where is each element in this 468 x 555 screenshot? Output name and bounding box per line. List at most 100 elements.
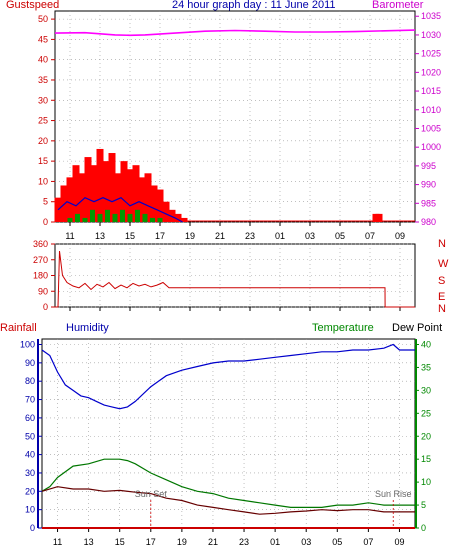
barometer-y-label: 1005	[421, 123, 441, 133]
compass-label: W	[438, 258, 449, 270]
humidity-y-label: 90	[25, 358, 35, 368]
dew-point-line	[41, 486, 415, 515]
gust-bar	[54, 197, 62, 222]
x-tick-label: 07	[363, 537, 373, 547]
gust-y-label: 5	[43, 197, 48, 207]
humidity-y-label: 60	[25, 413, 35, 423]
temperature-y-label: 35	[421, 362, 431, 372]
barometer-y-label: 1015	[421, 86, 441, 96]
gust-y-label: 30	[38, 95, 48, 105]
gustspeed-label: Gustspeed	[6, 0, 60, 11]
x-tick-label: 03	[305, 231, 315, 241]
humidity-y-label: 40	[25, 450, 35, 460]
humidity-y-label: 30	[25, 468, 35, 478]
chart-title: 24 hour graph day : 11 June 2011	[172, 0, 336, 11]
temperature-y-label: 20	[421, 431, 431, 441]
gust-bar	[72, 165, 80, 222]
rainfall-label: Rainfall	[0, 322, 37, 334]
direction-y-label: 0	[43, 302, 48, 312]
x-tick-label: 09	[395, 231, 405, 241]
wind-min-bar	[67, 217, 73, 222]
gust-y-label: 15	[38, 156, 48, 166]
humidity-y-label: 10	[25, 505, 35, 515]
x-tick-label: 13	[95, 231, 105, 241]
x-tick-label: 05	[335, 231, 345, 241]
wind-min-bar	[105, 209, 110, 222]
barometer-y-label: 985	[421, 198, 436, 208]
x-tick-label: 23	[245, 231, 255, 241]
x-tick-label: 19	[185, 231, 195, 241]
humidity-y-label: 70	[25, 395, 35, 405]
humidity-y-label: 100	[20, 340, 35, 350]
x-tick-label: 05	[332, 537, 342, 547]
x-tick-label: 21	[215, 231, 225, 241]
gust-bar	[96, 148, 104, 222]
chart-header: Gustspeed 24 hour graph day : 11 June 20…	[0, 0, 468, 12]
temperature-y-label: 15	[421, 454, 431, 464]
direction-y-label: 270	[33, 255, 48, 265]
humidity-panel	[41, 338, 416, 529]
humidity-y-label: 80	[25, 376, 35, 386]
wind-min-bar	[75, 213, 80, 222]
gust-y-label: 10	[38, 176, 48, 186]
temperature-y-label: 5	[421, 500, 426, 510]
x-tick-label: 01	[275, 231, 285, 241]
x-tick-label: 17	[155, 231, 165, 241]
wind-min-bar	[157, 217, 163, 222]
gust-bar	[132, 165, 140, 222]
x-tick-label: 07	[365, 231, 375, 241]
barometer-y-label: 1010	[421, 105, 441, 115]
gust-bar	[78, 173, 86, 222]
barometer-y-label: 1020	[421, 67, 441, 77]
gust-y-label: 45	[38, 34, 48, 44]
x-tick-label: 09	[394, 537, 404, 547]
gust-y-label: 50	[38, 14, 48, 24]
wind-min-bar	[82, 217, 88, 222]
dewpoint-label: Dew Point	[392, 322, 442, 334]
x-tick-label: 17	[146, 537, 156, 547]
wind-min-bar	[97, 213, 103, 222]
direction-line	[55, 250, 415, 308]
compass-label: S	[438, 275, 445, 287]
humidity-y-label: 0	[30, 523, 35, 533]
x-tick-label: 03	[301, 537, 311, 547]
x-tick-label: 11	[53, 537, 62, 547]
gust-y-label: 25	[38, 116, 48, 126]
temperature-y-label: 30	[421, 385, 431, 395]
x-tick-label: 21	[208, 537, 218, 547]
sun-annotation: Sun Rise	[375, 489, 412, 499]
x-tick-label: 15	[115, 537, 125, 547]
gust-y-label: 0	[43, 217, 48, 227]
gust-bar	[90, 165, 98, 222]
direction-y-label: 360	[33, 239, 48, 249]
gust-bar	[108, 153, 116, 222]
gust-bar	[180, 217, 188, 222]
gust-bar	[120, 161, 128, 222]
wind-min-bar	[120, 209, 125, 222]
x-tick-label: 23	[239, 537, 249, 547]
temperature-line	[41, 458, 415, 508]
gust-bar	[150, 185, 158, 222]
gust-bar	[174, 213, 182, 222]
gust-bar	[162, 201, 170, 222]
x-tick-label: 13	[84, 537, 94, 547]
direction-y-label: 180	[33, 271, 48, 281]
wind-min-bar	[142, 213, 148, 222]
gust-bar	[66, 177, 74, 222]
barometer-y-label: 1025	[421, 49, 441, 59]
wind-min-bar	[127, 213, 133, 222]
wind-min-bar	[150, 217, 155, 222]
x-tick-label: 01	[270, 537, 280, 547]
gust-bar	[144, 173, 152, 222]
compass-label: E	[438, 291, 445, 303]
gust-bar	[84, 157, 92, 222]
humidity-y-label: 50	[25, 431, 35, 441]
wind-average-line	[57, 196, 183, 223]
barometer-y-label: 1000	[421, 142, 441, 152]
gust-bar	[375, 213, 383, 222]
barometer-y-label: 1030	[421, 30, 441, 40]
gust-bar	[138, 177, 146, 222]
barometer-label: Barometer	[372, 0, 424, 11]
barometer-y-label: 1035	[421, 11, 441, 21]
